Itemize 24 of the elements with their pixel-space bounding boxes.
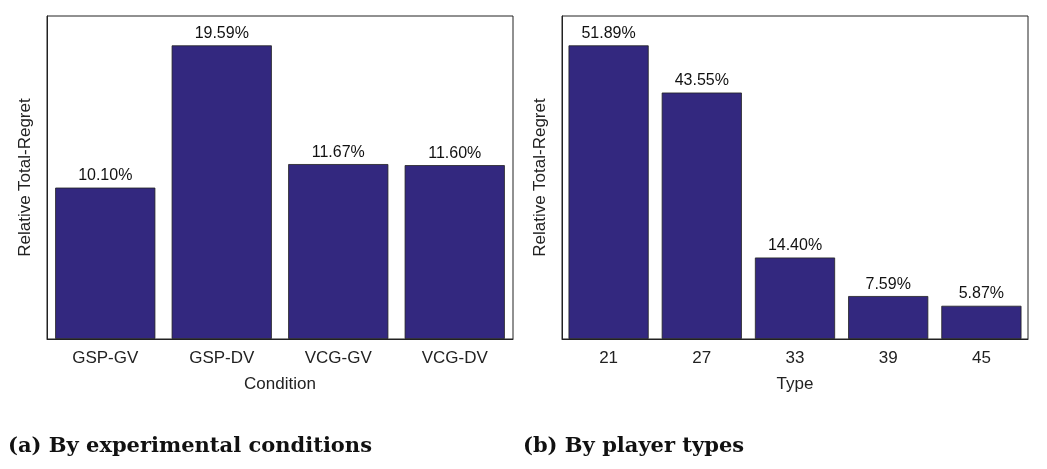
x-axis-title: Condition xyxy=(244,374,316,393)
x-tick-label: VCG-DV xyxy=(421,348,489,367)
data-label: 51.89% xyxy=(581,23,636,41)
x-tick-label: 45 xyxy=(971,348,991,367)
data-label: 43.55% xyxy=(674,71,729,89)
text: (b) By player types xyxy=(523,432,745,457)
x-tick-label: 27 xyxy=(692,348,712,367)
x-tick-label: GSP-GV xyxy=(72,348,139,367)
data-label: 10.10% xyxy=(78,166,133,184)
data-label: 5.87% xyxy=(958,284,1005,302)
x-tick-label: GSP-DV xyxy=(189,348,255,367)
y-axis-title: Relative Total-Regret xyxy=(530,98,549,257)
data-label: 11.60% xyxy=(428,143,482,161)
data-label: 11.67% xyxy=(311,142,365,160)
x-tick-label: 39 xyxy=(878,348,898,367)
y-axis-title: Relative Total-Regret xyxy=(15,98,34,257)
x-tick-label: 21 xyxy=(599,348,619,367)
data-label: 14.40% xyxy=(767,236,823,254)
x-tick-label: 33 xyxy=(785,348,805,367)
x-axis-title: Type xyxy=(776,374,814,393)
text: (a) By experimental conditions xyxy=(8,432,372,457)
x-tick-label: VCG-GV xyxy=(304,348,373,367)
data-label: 7.59% xyxy=(865,274,911,292)
data-label: 19.59% xyxy=(194,23,249,41)
